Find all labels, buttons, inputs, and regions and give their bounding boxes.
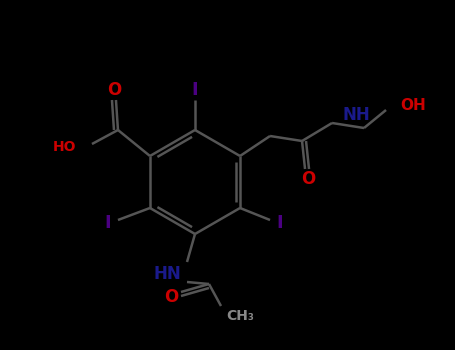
Text: OH: OH [400, 98, 426, 112]
Text: NH: NH [342, 106, 370, 124]
Text: O: O [107, 81, 121, 99]
Text: I: I [277, 214, 283, 232]
Text: HN: HN [153, 265, 181, 283]
Text: HO: HO [52, 140, 76, 154]
Text: I: I [105, 214, 111, 232]
Text: I: I [192, 81, 198, 99]
Text: O: O [164, 288, 178, 306]
Text: O: O [301, 170, 315, 188]
Text: CH₃: CH₃ [226, 309, 254, 323]
